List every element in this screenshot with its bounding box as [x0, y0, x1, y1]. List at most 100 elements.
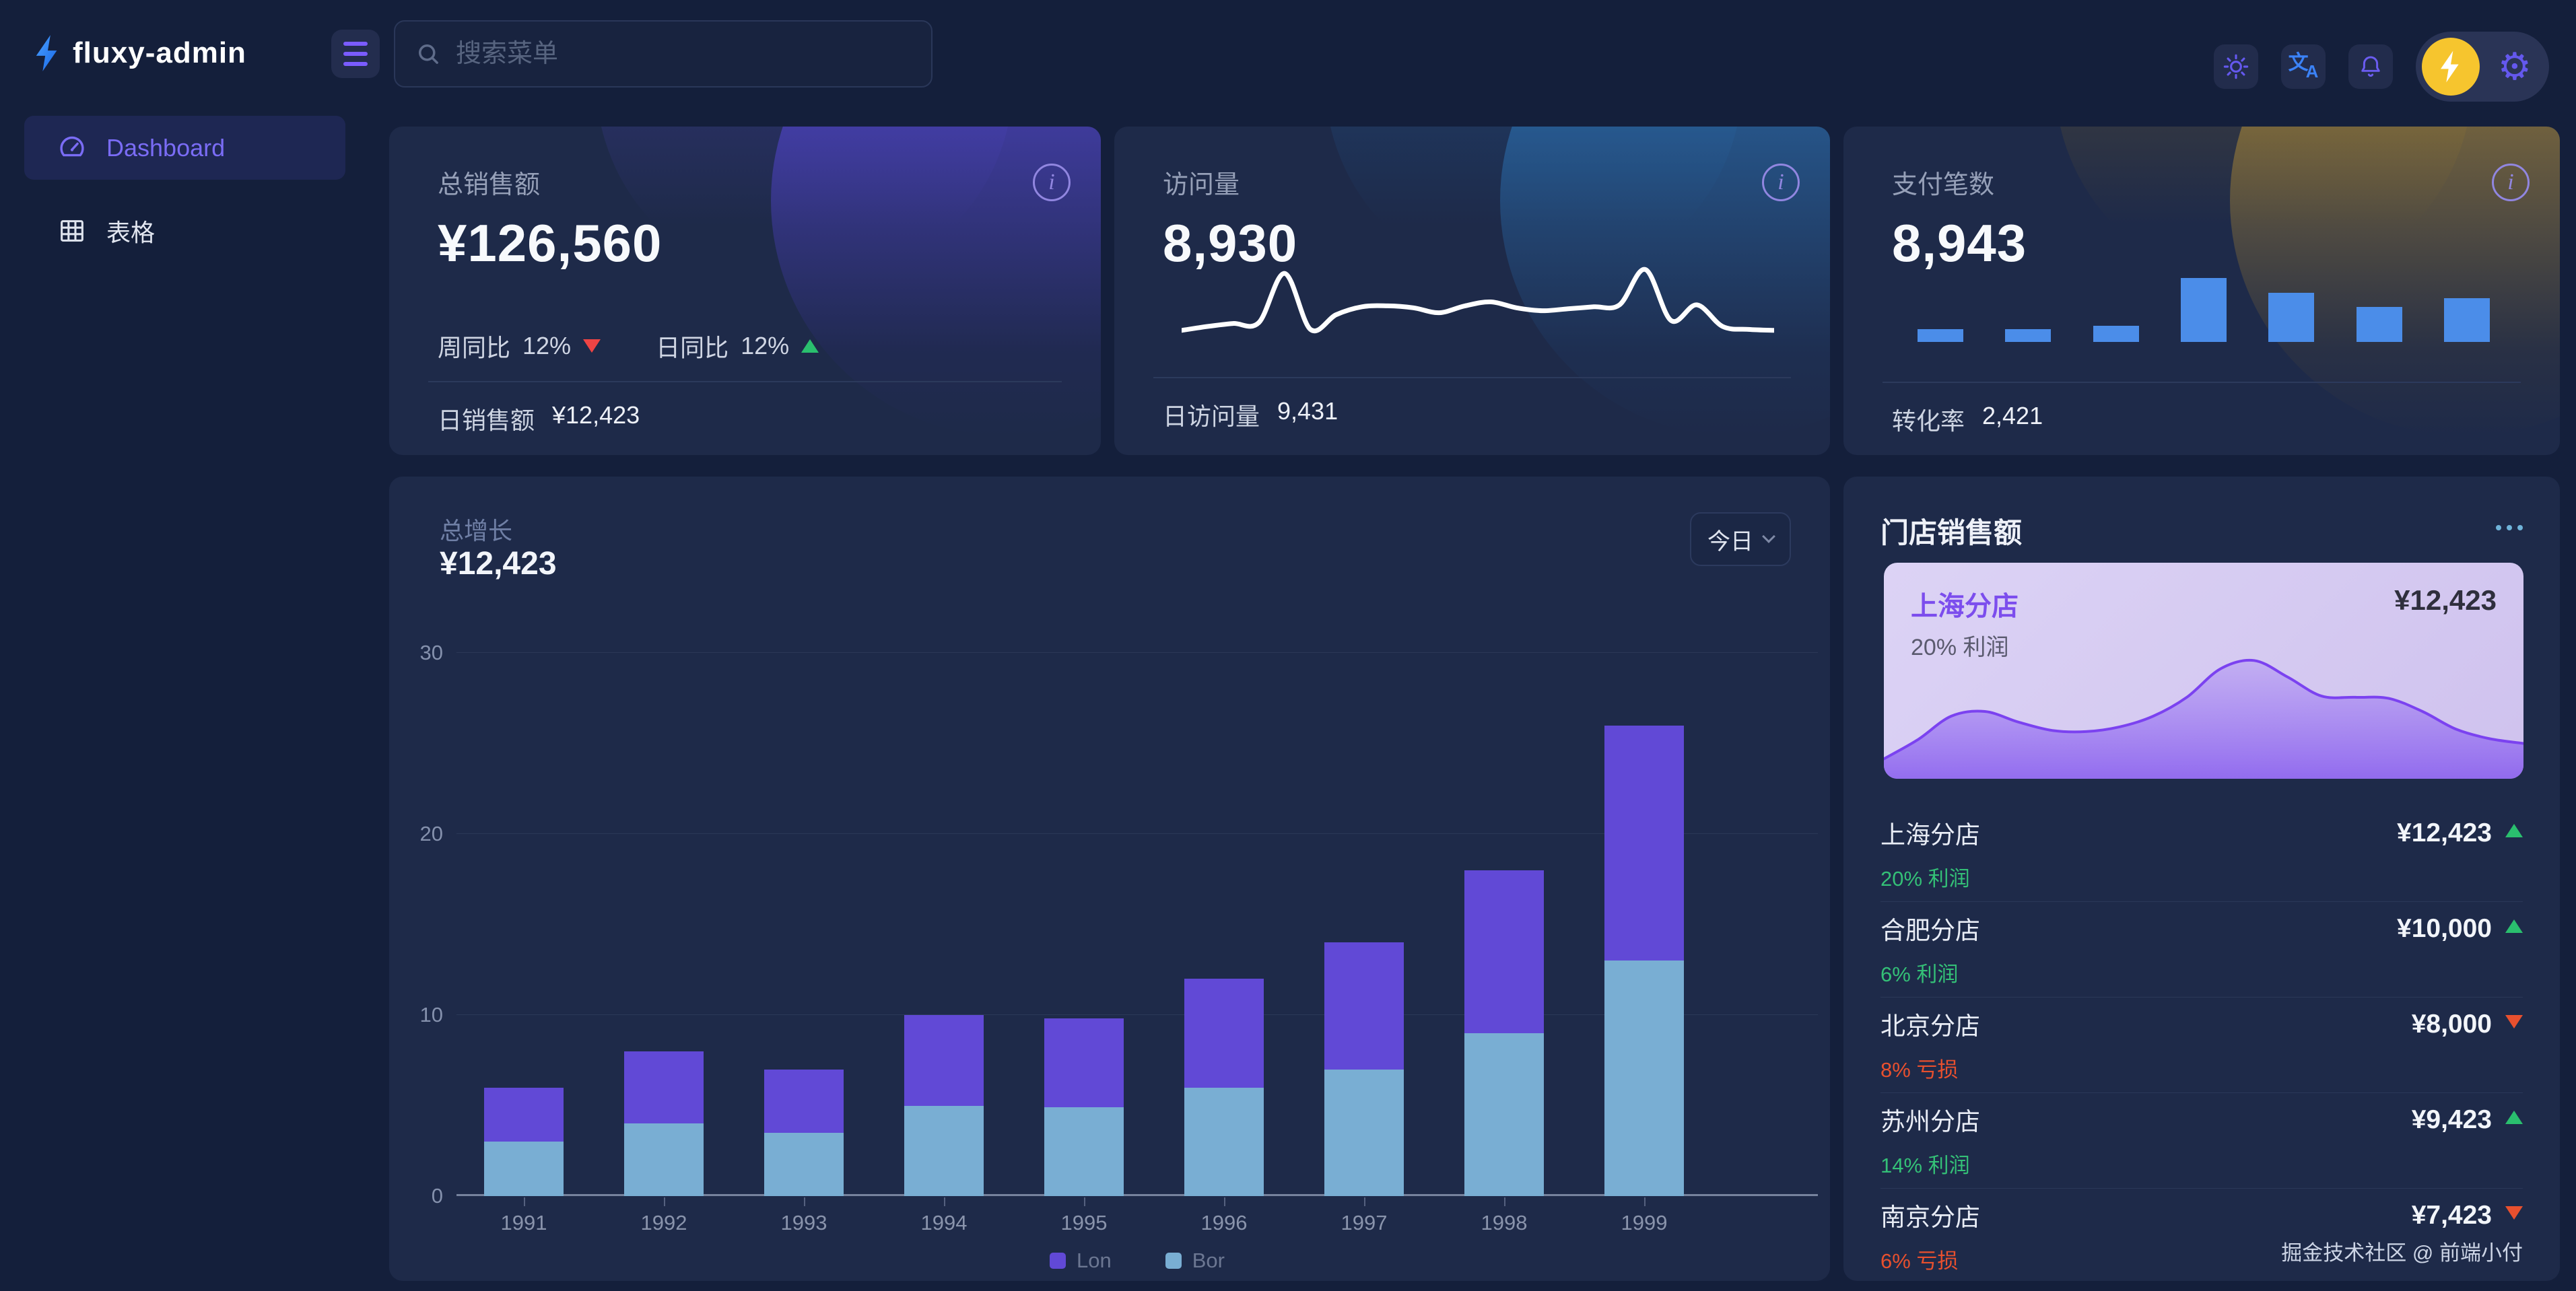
legend-label: Bor	[1192, 1249, 1225, 1272]
y-axis-label: 0	[431, 1184, 443, 1208]
store-name: 北京分店	[1880, 1012, 1980, 1040]
divider	[428, 381, 1062, 382]
bar-segment-Lon	[904, 1015, 984, 1106]
bar-segment-Bor	[484, 1142, 564, 1196]
date-range-value: 今日	[1707, 528, 1753, 555]
x-axis-label: 1993	[764, 1197, 844, 1235]
info-icon[interactable]: i	[1762, 164, 1800, 201]
trend-down-icon	[2505, 1206, 2523, 1220]
featured-store-card[interactable]: 上海分店 ¥12,423 20% 利润	[1884, 563, 2523, 779]
stat-footer: 日访问量 9,431	[1163, 397, 1338, 432]
featured-store-name: 上海分店	[1911, 592, 2019, 621]
brand-name: fluxy-admin	[73, 36, 246, 69]
footer-value: 9,431	[1277, 397, 1338, 425]
bar-segment-Lon	[1044, 1018, 1124, 1108]
stat-trends: 周同比 12% 日同比 12%	[438, 328, 819, 363]
stat-title: 总销售额	[438, 171, 541, 199]
stat-title: 访问量	[1163, 171, 1240, 199]
payments-bar	[2356, 307, 2402, 342]
bar-group-1998: 1998	[1464, 870, 1544, 1234]
payments-bar	[1918, 329, 1963, 342]
growth-title: 总增长	[440, 517, 513, 545]
info-icon[interactable]: i	[2492, 164, 2530, 201]
legend-swatch	[1165, 1253, 1182, 1269]
dashboard-gauge-icon	[60, 136, 84, 156]
sidebar-item-label: Dashboard	[106, 133, 226, 162]
bar-group-1999: 1999	[1604, 725, 1684, 1234]
search-input[interactable]	[456, 39, 912, 69]
bar-group-1992: 1992	[624, 1051, 704, 1234]
store-row-苏州分店[interactable]: 苏州分店 14% 利润 ¥9,423	[1880, 1093, 2523, 1189]
stat-value: 8,930	[1163, 213, 1298, 273]
sidebar: Dashboard 表格	[0, 108, 375, 1291]
legend-swatch	[1050, 1253, 1066, 1269]
gear-icon[interactable]: ⚙	[2497, 45, 2532, 88]
payments-bar	[2093, 326, 2139, 342]
store-row-上海分店[interactable]: 上海分店 20% 利润 ¥12,423	[1880, 806, 2523, 902]
header: fluxy-admin 文A	[0, 0, 2576, 108]
gridline	[456, 1194, 1818, 1196]
y-axis-label: 20	[419, 822, 443, 845]
footer-value: 2,421	[1982, 402, 2043, 429]
gridline	[456, 1014, 1818, 1015]
bar-group-1995: 1995	[1044, 1018, 1124, 1234]
sidebar-item-dashboard[interactable]: Dashboard	[24, 116, 345, 180]
growth-amount: ¥12,423	[440, 546, 557, 582]
payments-bar	[2443, 298, 2490, 342]
featured-store-profit: 20% 利润	[1911, 635, 2009, 660]
avatar[interactable]	[2422, 38, 2480, 96]
y-axis-label: 10	[419, 1003, 443, 1026]
footer-value: ¥12,423	[552, 401, 640, 429]
watermark-text: 掘金技术社区 @ 前端小付	[2281, 1241, 2523, 1265]
growth-chart-plot: Lon Bor 0 10 20 30 1991 1992 1993 1994 1995 1996 19…	[420, 641, 1818, 1272]
day-ratio-value: 12%	[741, 332, 790, 359]
store-list: 上海分店 20% 利润 ¥12,423 合肥分店 6% 利润 ¥10,000 北京分店 8% …	[1880, 806, 2523, 1281]
panel-store-sales: 门店销售额 上海分店 ¥12,423 20% 利润 上海分店 20% 利润 ¥12,…	[1843, 477, 2560, 1281]
store-row-北京分店[interactable]: 北京分店 8% 亏损 ¥8,000	[1880, 998, 2523, 1093]
y-axis-label: 30	[419, 641, 443, 664]
user-settings-pill[interactable]: ⚙	[2416, 32, 2549, 102]
payments-bar	[2180, 278, 2227, 342]
gridline	[456, 652, 1818, 653]
menu-search	[394, 20, 933, 88]
sun-icon	[2223, 54, 2249, 79]
bar-segment-Lon	[1464, 870, 1544, 1033]
more-options-icon[interactable]	[2496, 525, 2523, 530]
store-row-南京分店[interactable]: 南京分店 6% 亏损 ¥7,423	[1880, 1189, 2523, 1281]
store-value: ¥9,423	[2411, 1105, 2492, 1134]
theme-toggle-button[interactable]	[2214, 44, 2258, 89]
store-value: ¥12,423	[2397, 818, 2492, 847]
gridline	[456, 833, 1818, 834]
bar-segment-Lon	[1324, 942, 1404, 1070]
visits-line-chart	[1182, 267, 1774, 334]
info-icon[interactable]: i	[1033, 164, 1071, 201]
trend-down-icon	[2505, 1015, 2523, 1028]
trend-up-icon	[2505, 1111, 2523, 1124]
card-decoration	[2055, 127, 2472, 288]
store-name: 合肥分店	[1880, 917, 1980, 944]
day-ratio-label: 日同比	[656, 334, 729, 361]
x-axis-label: 1996	[1184, 1197, 1264, 1235]
legend-item-Bor[interactable]: Bor	[1165, 1249, 1225, 1273]
payments-bar-chart	[1918, 278, 2490, 342]
divider	[1883, 382, 2521, 383]
store-profit-loss: 8% 亏损	[1880, 1058, 1959, 1082]
legend-item-Lon[interactable]: Lon	[1050, 1249, 1112, 1273]
bar-segment-Lon	[764, 1069, 844, 1133]
store-row-合肥分店[interactable]: 合肥分店 6% 利润 ¥10,000	[1880, 902, 2523, 998]
trend-up-icon	[801, 339, 819, 353]
sidebar-toggle-button[interactable]	[331, 30, 380, 78]
bar-group-1994: 1994	[904, 1015, 984, 1234]
x-axis-label: 1991	[484, 1197, 564, 1235]
trend-down-icon	[583, 339, 601, 353]
x-axis-label: 1997	[1324, 1197, 1404, 1235]
notifications-button[interactable]	[2348, 44, 2393, 89]
card-total-growth: 总增长 ¥12,423 今日 Lon Bor 0 10 20 30 1991 1992 199…	[389, 477, 1830, 1281]
hamburger-icon	[343, 42, 368, 46]
date-range-dropdown[interactable]: 今日	[1690, 512, 1791, 566]
lightning-logo-icon	[36, 35, 57, 71]
trend-up-icon	[2505, 919, 2523, 933]
sidebar-item-table[interactable]: 表格	[24, 207, 345, 254]
